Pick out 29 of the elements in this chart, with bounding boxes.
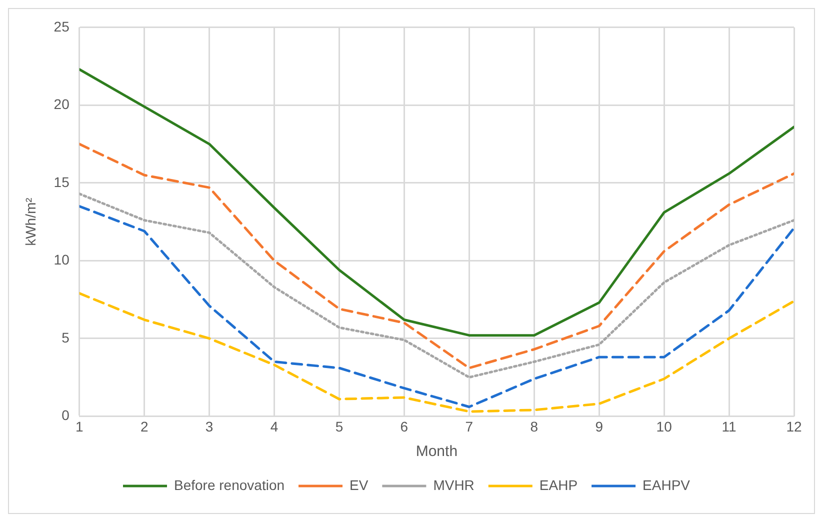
legend-label: EAHPV [642, 476, 691, 493]
x-tick-label: 12 [786, 418, 802, 434]
x-tick-label: 3 [205, 418, 214, 434]
line-series [79, 205, 794, 408]
x-tick-label: 7 [465, 418, 474, 434]
y-axis-title: kWh/m² [22, 197, 38, 246]
y-tick-label: 15 [54, 174, 70, 190]
x-tick-label: 5 [335, 418, 344, 434]
legend-label: EAHP [539, 476, 578, 493]
x-tick-label: 1 [75, 418, 84, 434]
y-tick-label: 10 [54, 252, 70, 268]
x-tick-label: 4 [270, 418, 278, 434]
y-tick-label: 25 [54, 18, 70, 34]
legend-label: Before renovation [174, 476, 285, 493]
x-axis-title: Month [416, 443, 458, 460]
y-tick-label: 0 [62, 407, 70, 424]
x-tick-label: 2 [140, 418, 148, 434]
legend-label: MVHR [433, 476, 474, 493]
x-tick-label: 9 [595, 418, 604, 434]
x-tick-label: 10 [656, 418, 672, 434]
x-tick-label: 11 [722, 418, 737, 434]
line-series [79, 142, 794, 370]
line-series [79, 192, 794, 379]
legend-label: EV [350, 476, 369, 493]
x-tick-label: 8 [530, 418, 538, 434]
y-tick-label: 20 [54, 96, 70, 112]
x-tick-label: 6 [400, 418, 408, 434]
line-series [79, 292, 794, 413]
y-tick-label: 5 [62, 329, 70, 346]
